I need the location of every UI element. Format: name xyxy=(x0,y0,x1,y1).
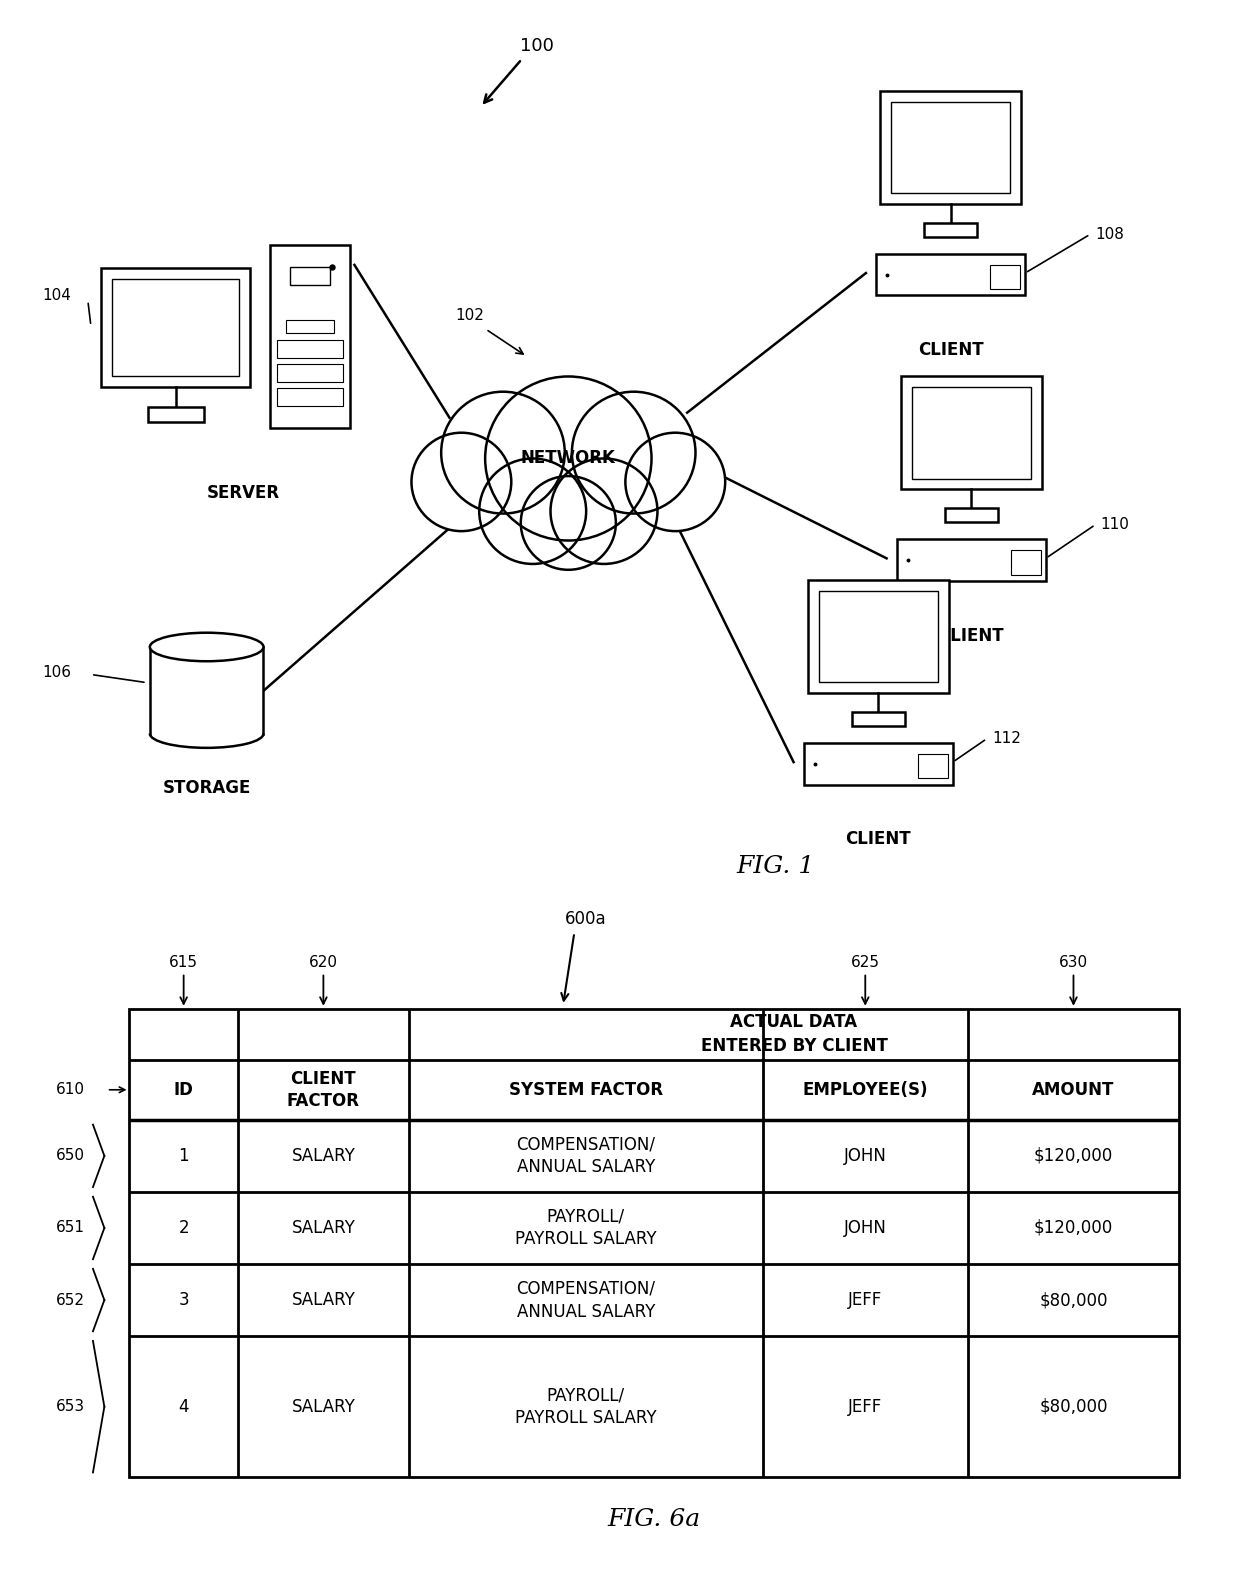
FancyBboxPatch shape xyxy=(270,245,350,428)
Text: 615: 615 xyxy=(169,955,198,969)
Text: SALARY: SALARY xyxy=(291,1398,356,1415)
Text: NETWORK: NETWORK xyxy=(521,449,616,468)
Text: 610: 610 xyxy=(56,1083,84,1097)
Text: 106: 106 xyxy=(42,666,72,680)
Text: SYSTEM FACTOR: SYSTEM FACTOR xyxy=(508,1081,663,1099)
Text: SALARY: SALARY xyxy=(291,1292,356,1309)
Text: PAYROLL/
PAYROLL SALARY: PAYROLL/ PAYROLL SALARY xyxy=(515,1208,657,1249)
Text: 2: 2 xyxy=(179,1219,188,1236)
Text: PAYROLL/
PAYROLL SALARY: PAYROLL/ PAYROLL SALARY xyxy=(515,1387,657,1428)
Circle shape xyxy=(625,433,725,531)
Text: JEFF: JEFF xyxy=(848,1292,883,1309)
Circle shape xyxy=(479,458,587,564)
Text: 4: 4 xyxy=(179,1398,188,1415)
Text: $80,000: $80,000 xyxy=(1039,1292,1107,1309)
Text: COMPENSATION/
ANNUAL SALARY: COMPENSATION/ ANNUAL SALARY xyxy=(516,1135,655,1176)
Text: 650: 650 xyxy=(56,1148,84,1164)
FancyBboxPatch shape xyxy=(804,743,952,784)
FancyBboxPatch shape xyxy=(924,223,977,237)
Text: 653: 653 xyxy=(56,1399,84,1413)
Circle shape xyxy=(485,376,651,541)
Text: 652: 652 xyxy=(56,1293,84,1307)
Text: JOHN: JOHN xyxy=(844,1146,887,1165)
FancyBboxPatch shape xyxy=(129,1009,1179,1477)
FancyBboxPatch shape xyxy=(818,591,939,683)
FancyBboxPatch shape xyxy=(901,376,1042,489)
FancyBboxPatch shape xyxy=(890,101,1011,193)
Text: 108: 108 xyxy=(1095,226,1125,242)
Text: 651: 651 xyxy=(56,1221,84,1235)
Text: SALARY: SALARY xyxy=(291,1146,356,1165)
Text: FIG. 6a: FIG. 6a xyxy=(608,1508,701,1530)
Text: CLIENT: CLIENT xyxy=(939,626,1004,645)
FancyBboxPatch shape xyxy=(290,267,330,285)
Text: 110: 110 xyxy=(1101,517,1130,533)
Text: 100: 100 xyxy=(521,36,554,55)
Text: CLIENT
FACTOR: CLIENT FACTOR xyxy=(286,1070,360,1110)
Circle shape xyxy=(412,433,511,531)
Ellipse shape xyxy=(150,632,263,661)
Text: FIG. 1: FIG. 1 xyxy=(735,855,815,877)
Text: 630: 630 xyxy=(1059,955,1087,969)
Text: AMOUNT: AMOUNT xyxy=(1032,1081,1115,1099)
FancyBboxPatch shape xyxy=(911,387,1032,479)
FancyBboxPatch shape xyxy=(150,647,263,734)
Text: 1: 1 xyxy=(179,1146,188,1165)
FancyBboxPatch shape xyxy=(277,340,343,359)
Text: JOHN: JOHN xyxy=(844,1219,887,1236)
FancyBboxPatch shape xyxy=(148,408,203,422)
Text: 625: 625 xyxy=(851,955,879,969)
FancyBboxPatch shape xyxy=(277,387,343,406)
FancyBboxPatch shape xyxy=(277,364,343,383)
Text: 104: 104 xyxy=(42,288,71,304)
Text: $120,000: $120,000 xyxy=(1034,1219,1114,1236)
Circle shape xyxy=(551,458,657,564)
FancyBboxPatch shape xyxy=(945,508,998,522)
Text: JEFF: JEFF xyxy=(848,1398,883,1415)
Text: 112: 112 xyxy=(992,730,1021,746)
FancyBboxPatch shape xyxy=(897,539,1045,580)
FancyBboxPatch shape xyxy=(1011,550,1040,574)
Text: ACTUAL DATA
ENTERED BY CLIENT: ACTUAL DATA ENTERED BY CLIENT xyxy=(701,1013,888,1055)
Text: 102: 102 xyxy=(456,308,485,324)
FancyBboxPatch shape xyxy=(102,267,250,387)
FancyBboxPatch shape xyxy=(877,255,1025,296)
Circle shape xyxy=(441,392,564,514)
Text: COMPENSATION/
ANNUAL SALARY: COMPENSATION/ ANNUAL SALARY xyxy=(516,1279,655,1320)
Text: EMPLOYEE(S): EMPLOYEE(S) xyxy=(802,1081,928,1099)
Text: $120,000: $120,000 xyxy=(1034,1146,1114,1165)
Text: $80,000: $80,000 xyxy=(1039,1398,1107,1415)
FancyBboxPatch shape xyxy=(880,92,1021,204)
Text: 3: 3 xyxy=(179,1292,188,1309)
FancyBboxPatch shape xyxy=(808,580,949,692)
FancyBboxPatch shape xyxy=(990,264,1019,289)
Text: CLIENT: CLIENT xyxy=(846,830,911,849)
Text: 620: 620 xyxy=(309,955,337,969)
Text: SALARY: SALARY xyxy=(291,1219,356,1236)
FancyBboxPatch shape xyxy=(113,278,239,376)
Text: STORAGE: STORAGE xyxy=(162,779,250,797)
FancyBboxPatch shape xyxy=(852,711,905,726)
Circle shape xyxy=(572,392,696,514)
Circle shape xyxy=(521,476,616,569)
FancyBboxPatch shape xyxy=(286,319,334,332)
Text: 600a: 600a xyxy=(565,909,606,928)
Text: SERVER: SERVER xyxy=(206,484,279,501)
Text: ID: ID xyxy=(174,1081,193,1099)
Text: CLIENT: CLIENT xyxy=(918,341,983,359)
FancyBboxPatch shape xyxy=(918,754,947,778)
